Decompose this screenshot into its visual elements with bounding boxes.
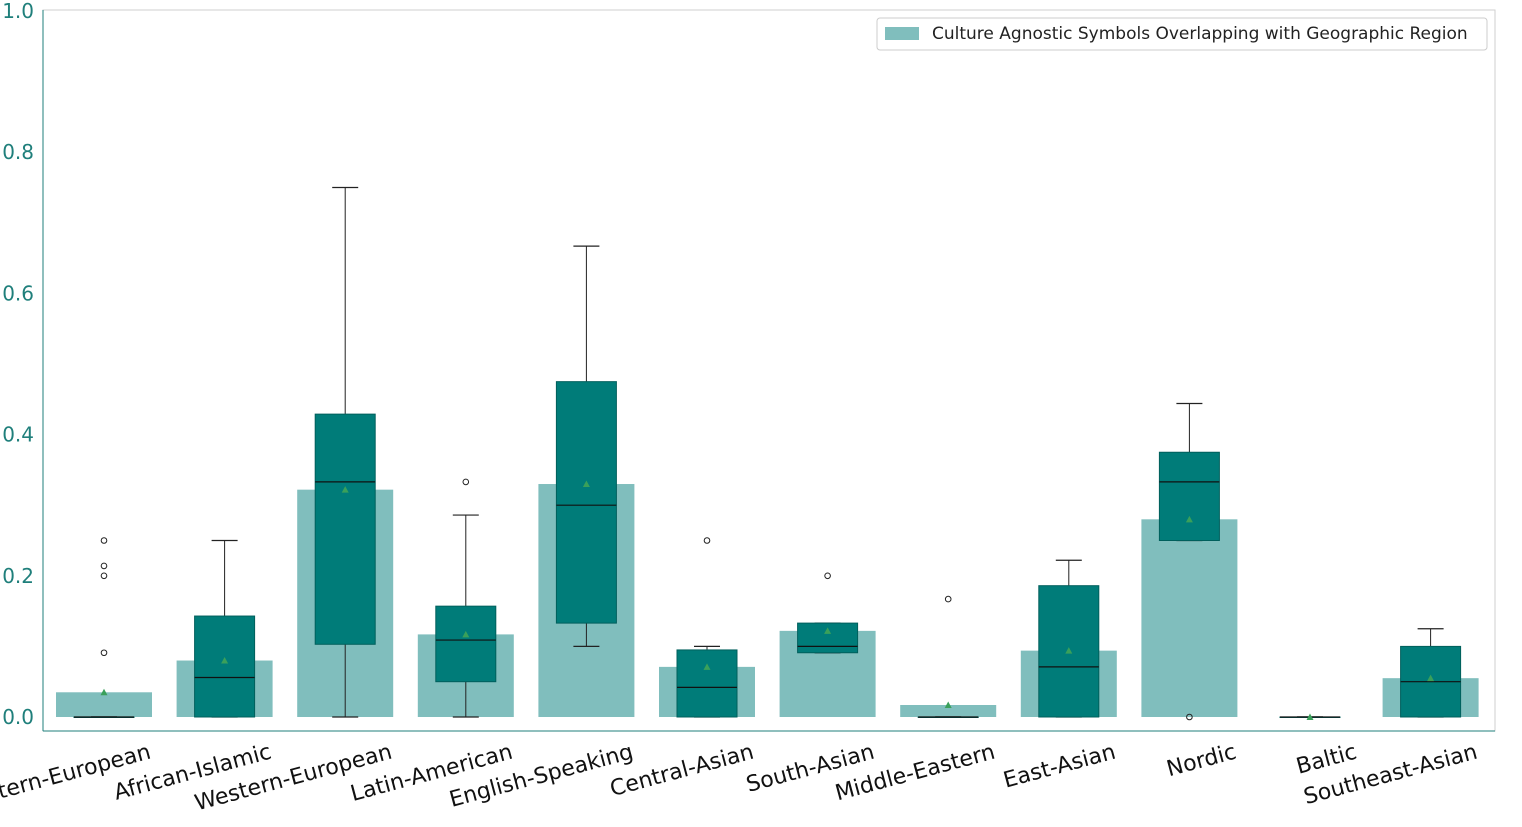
boxplot-western-european [314,186,376,718]
boxplot-eastern-european [73,537,135,718]
mean-marker [582,480,590,488]
outlier-point [703,537,711,544]
x-tick-labels: Eastern-EuropeanAfrican-IslamicWestern-E… [0,740,1480,817]
outlier-point [944,595,952,603]
mean-marker [462,630,470,638]
mean-marker [1185,515,1193,523]
boxplot-middle-eastern [917,595,979,718]
y-tick-label: 0.6 [2,281,34,305]
outlier-point [100,562,108,570]
outlier-point [100,537,108,544]
y-tick-labels: 0.0 0.2 0.4 0.6 0.8 1.0 [2,0,34,729]
legend: Culture Agnostic Symbols Overlapping wit… [876,17,1488,51]
bar-middle-eastern [900,704,997,717]
plot-area-frame [42,9,1496,732]
x-tick-label: East-Asian [1001,740,1119,794]
mean-marker [944,701,952,708]
outlier-point [100,572,108,580]
mean-marker [341,486,349,493]
box [676,649,738,718]
boxplot-african-islamic [194,539,256,718]
box [314,413,376,645]
outlier-point [100,649,108,657]
bar-eastern-european [56,692,152,717]
y-tick-label: 1.0 [2,0,34,23]
legend-frame [876,17,1488,51]
mean-marker [1427,674,1435,682]
box [194,615,256,718]
x-tick-label: Nordic [1164,740,1239,782]
outlier-point [824,572,831,580]
outlier-point [462,478,470,486]
mean-marker [1306,713,1314,720]
bar-layer [56,484,1479,717]
boxplot-central-asian [676,537,738,718]
boxplot-south-asian [797,572,859,654]
legend-label: Culture Agnostic Symbols Overlapping wit… [932,24,1468,44]
y-tick-label: 0.8 [2,140,34,164]
boxplot-layer [73,186,1462,721]
boxplot-baltic [1279,713,1341,720]
boxplot-southeast-asian [1400,628,1462,718]
legend-swatch [885,27,919,40]
boxplot-latin-american [435,478,497,718]
mean-marker [221,657,229,664]
mean-marker [824,627,832,634]
mean-marker [1065,647,1073,654]
boxplot-english-speaking [555,245,617,648]
bar-nordic [1141,519,1238,717]
box [555,381,617,624]
mean-marker [703,663,711,670]
boxplot-nordic [1158,402,1220,721]
box [1158,451,1220,541]
box [435,605,497,683]
y-tick-label: 0.2 [2,564,34,588]
y-tick-label: 0.0 [2,705,34,729]
outlier-point [1186,713,1193,721]
y-tick-label: 0.4 [2,423,34,447]
boxplot-east-asian [1038,559,1100,718]
mean-marker [100,688,108,696]
